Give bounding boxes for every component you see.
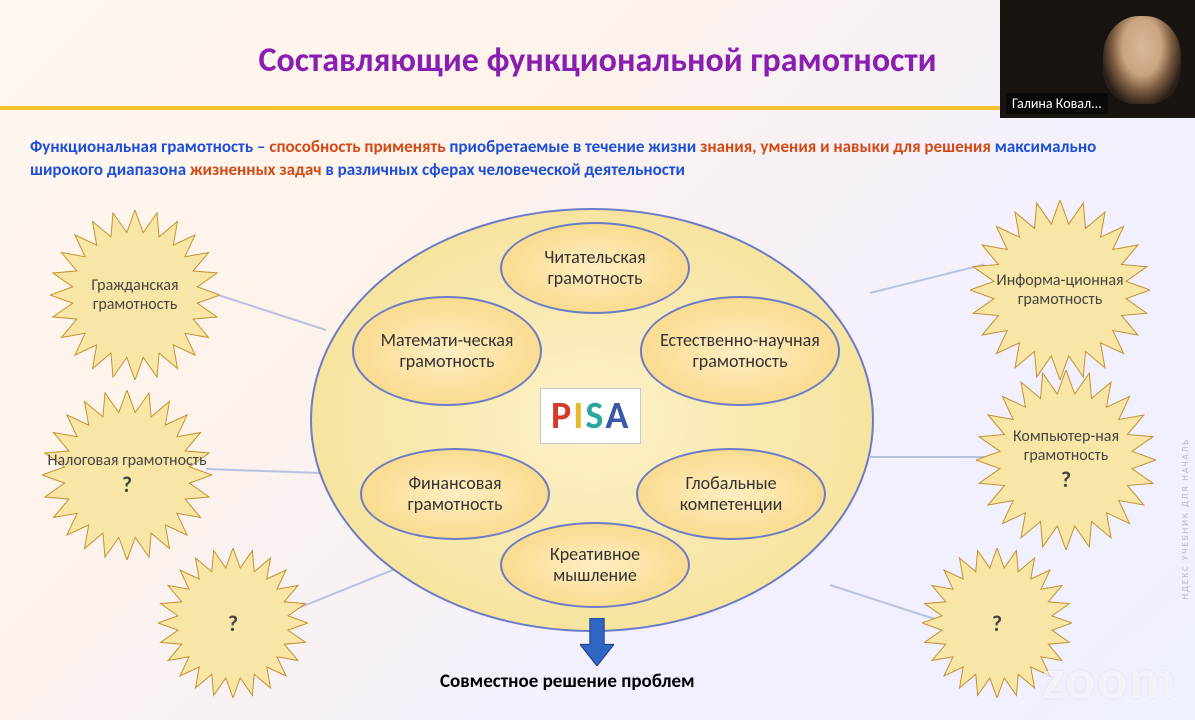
zoom-watermark: zoom [1042, 646, 1177, 714]
pisa-logo: PISA [540, 388, 641, 444]
connector-ray [212, 292, 327, 331]
starburst-label: Информа-ционная грамотность [970, 200, 1150, 380]
bottom-label: Совместное решение проблем [440, 670, 695, 693]
definition-fragment: знания, умения и навыки для решения [700, 136, 995, 157]
starburst-label: Налоговая грамотность? [42, 390, 212, 560]
starburst: Информа-ционная грамотность [970, 200, 1150, 380]
definition-fragment: способность применять [269, 136, 449, 157]
webcam-panel: Галина Ковал... [1000, 0, 1195, 118]
competency-oval: Креативное мышление [500, 522, 690, 608]
definition-fragment: жизненных задач [190, 159, 325, 180]
pisa-letter: A [605, 393, 630, 439]
competency-oval: Финансовая грамотность [360, 448, 550, 540]
competency-oval: Читательская грамотность [500, 222, 690, 314]
connector-ray [206, 468, 336, 475]
definition-fragment: в различных сферах человеческой деятельн… [325, 159, 685, 180]
definition-text: Функциональная грамотность – способность… [30, 136, 1165, 182]
competency-oval: Математи-ческая грамотность [352, 296, 542, 406]
definition-fragment: приобретаемые в течение жизни [449, 136, 700, 157]
webcam-caption: Галина Ковал... [1006, 93, 1108, 114]
arrow-shape [580, 618, 614, 666]
definition-fragment: Функциональная грамотность – [30, 136, 269, 157]
starburst: Гражданская грамотность [50, 210, 220, 380]
pisa-letter: P [551, 393, 573, 439]
starburst: Компьютер-ная грамотность? [976, 370, 1156, 550]
starburst-label: Гражданская грамотность [50, 210, 220, 380]
starburst-label: Компьютер-ная грамотность? [976, 370, 1156, 550]
pisa-letter: S [585, 393, 605, 439]
competency-oval: Глобальные компетенции [636, 448, 826, 540]
pisa-letter: I [573, 393, 585, 439]
side-watermark-text: НДЕКС УЧЕБНИК ДЛЯ НАЧАЛЬ [1180, 438, 1191, 600]
webcam-face [1103, 16, 1181, 104]
down-arrow-icon [580, 618, 614, 666]
connector-ray [870, 263, 985, 293]
competency-oval: Естественно-научная грамотность [640, 296, 840, 406]
starburst-label: ? [158, 548, 308, 698]
starburst: ? [158, 548, 308, 698]
starburst: Налоговая грамотность? [42, 390, 212, 560]
slide-stage: Составляющие функциональной грамотности … [0, 0, 1195, 720]
